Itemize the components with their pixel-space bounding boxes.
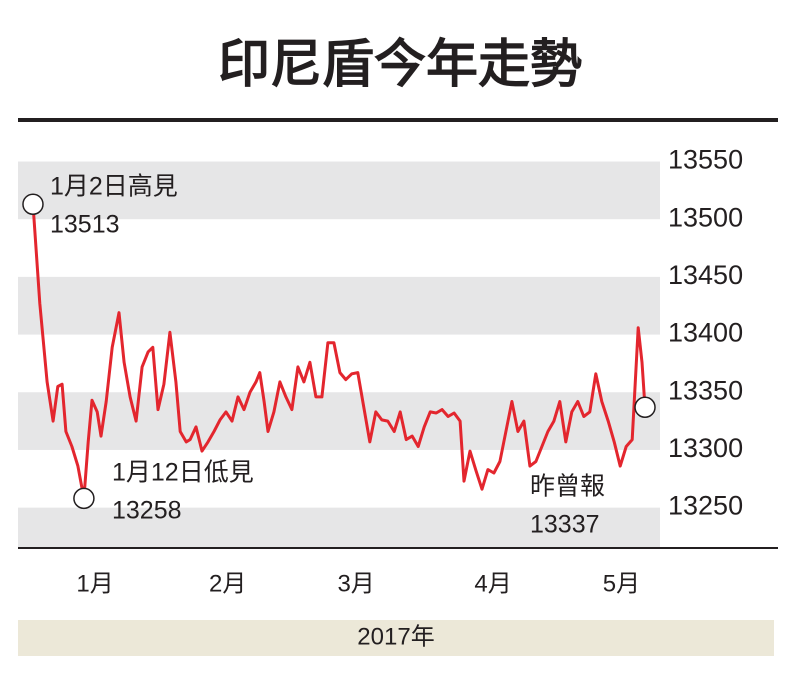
- y-tick-label: 13400: [668, 318, 743, 348]
- grid-band: [18, 276, 660, 335]
- y-tick-label: 13450: [668, 260, 743, 290]
- annotation-value: 13258: [112, 497, 182, 525]
- x-tick-label: 4月: [474, 570, 511, 597]
- x-tick-label: 1月: [76, 570, 113, 597]
- annotation-label: 1月12日低見: [112, 459, 254, 487]
- annotation-value: 13513: [50, 211, 120, 239]
- y-tick-label: 13500: [668, 202, 743, 232]
- point-marker: [73, 487, 95, 510]
- year-band: [18, 620, 774, 656]
- line: [31, 204, 647, 500]
- chart-title: 印尼盾今年走勢: [218, 36, 582, 94]
- point-marker: [22, 193, 44, 215]
- y-tick-label: 13300: [668, 433, 743, 463]
- x-tick-label: 2月: [209, 570, 246, 597]
- y-tick-label: 13350: [668, 375, 743, 405]
- annotation-label: 1月2日高見: [50, 173, 178, 201]
- annotation-label: 昨曾報: [530, 473, 605, 501]
- annotation-value: 13337: [530, 511, 600, 539]
- grid-band: [18, 507, 660, 548]
- y-tick-label: 13550: [668, 145, 743, 175]
- x-axis-label: 2017年: [357, 623, 434, 650]
- x-tick-label: 3月: [337, 570, 374, 597]
- y-tick-label: 13250: [668, 491, 743, 521]
- grid-band: [18, 161, 660, 220]
- x-tick-label: 5月: [603, 570, 640, 597]
- point-marker: [634, 396, 656, 419]
